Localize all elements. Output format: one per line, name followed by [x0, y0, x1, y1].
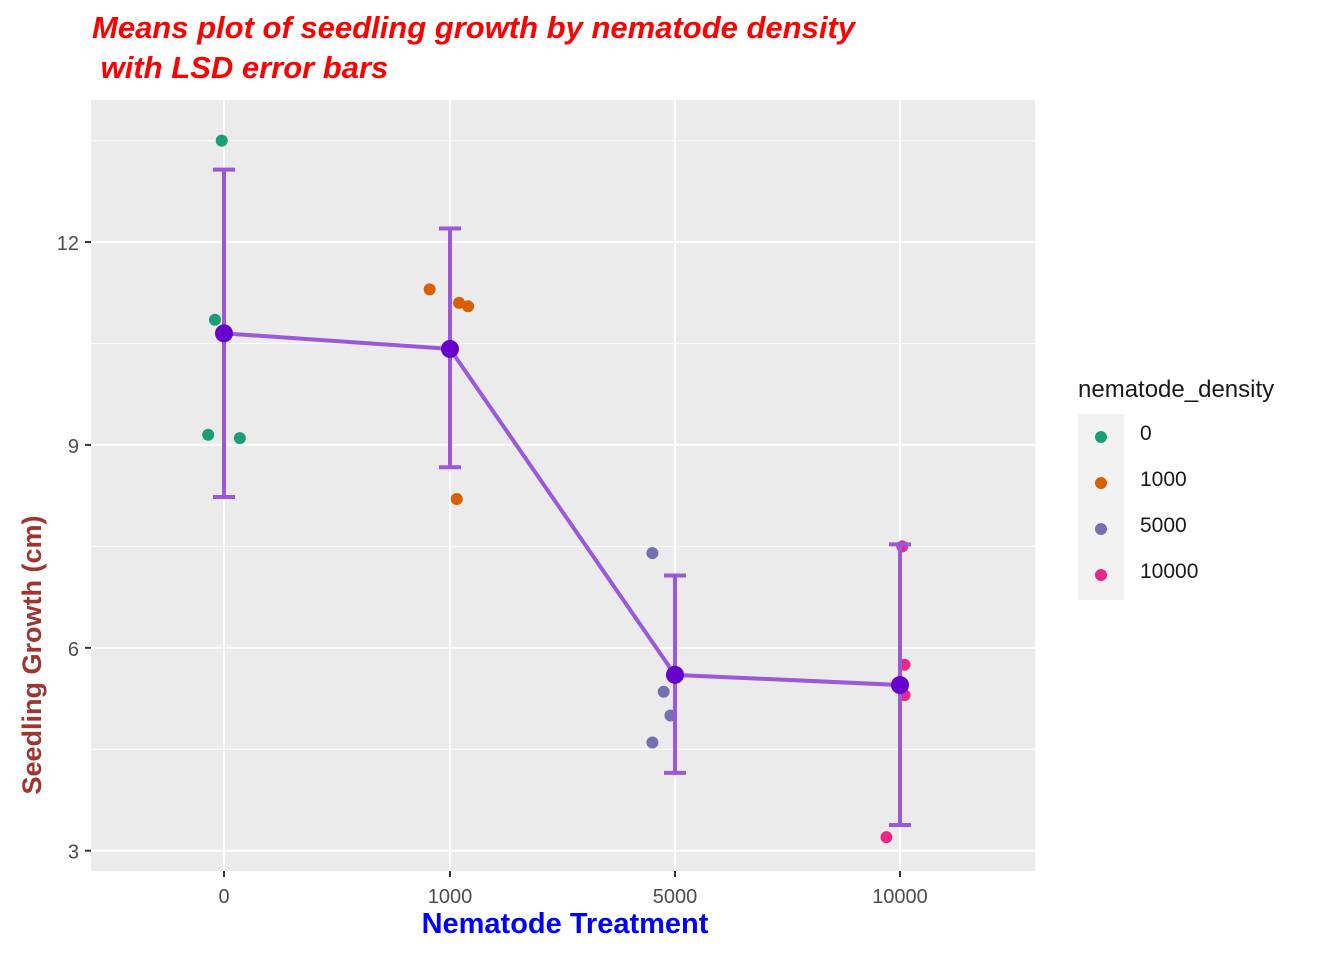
data-point	[450, 493, 463, 506]
data-point	[233, 432, 246, 445]
legend-key-dot	[1095, 523, 1107, 535]
legend-label: 1000	[1140, 468, 1187, 491]
data-point	[202, 428, 215, 441]
legend-item: 0	[1078, 414, 1278, 460]
data-point	[215, 134, 228, 147]
x-tick-label: 1000	[428, 886, 473, 908]
legend-item: 10000	[1078, 552, 1278, 598]
x-tick-label: 10000	[872, 886, 928, 908]
chart-title-line-2: with LSD error bars	[92, 50, 389, 85]
legend-item: 5000	[1078, 506, 1278, 552]
y-axis-label: Seedling Growth (cm)	[17, 515, 47, 795]
mean-point	[441, 339, 459, 358]
mean-line	[223, 331, 901, 688]
legend-label: 10000	[1140, 560, 1199, 583]
x-axis: 0 1000 5000 10000	[218, 871, 928, 908]
data-point	[208, 313, 221, 326]
mean-point	[891, 676, 909, 695]
legend-title: nematode_density	[1078, 376, 1275, 403]
grid-minor	[91, 140, 1035, 750]
mean-point	[215, 324, 233, 343]
legend-label: 5000	[1140, 514, 1187, 537]
data-point	[462, 300, 475, 313]
mean-points	[215, 324, 909, 695]
data-point	[880, 831, 893, 844]
x-tick-label: 5000	[653, 886, 698, 908]
plot-panel	[91, 100, 1035, 871]
legend-key-dot	[1095, 569, 1107, 581]
mean-point	[666, 665, 684, 684]
y-tick-label: 12	[57, 233, 79, 255]
y-tick-label: 6	[68, 639, 79, 661]
mean-series-line	[223, 331, 901, 688]
legend-item: 1000	[1078, 460, 1278, 506]
x-axis-label: Nematode Treatment	[421, 908, 709, 940]
y-axis: 3 6 9 12	[57, 233, 91, 864]
data-point	[646, 736, 659, 749]
chart-title-line-1: Means plot of seedling growth by nematod…	[92, 10, 856, 45]
legend-label: 0	[1140, 422, 1152, 445]
legend-key-dot	[1095, 477, 1107, 489]
x-tick-label: 0	[218, 886, 229, 908]
data-point	[657, 685, 670, 698]
data-point	[423, 283, 436, 296]
y-tick-label: 9	[68, 436, 79, 458]
legend: nematode_density 0 1000 5000 10000	[1078, 376, 1275, 600]
legend-key-dot	[1095, 431, 1107, 443]
y-tick-label: 3	[68, 842, 79, 864]
data-point	[453, 296, 466, 309]
data-point	[646, 547, 659, 560]
